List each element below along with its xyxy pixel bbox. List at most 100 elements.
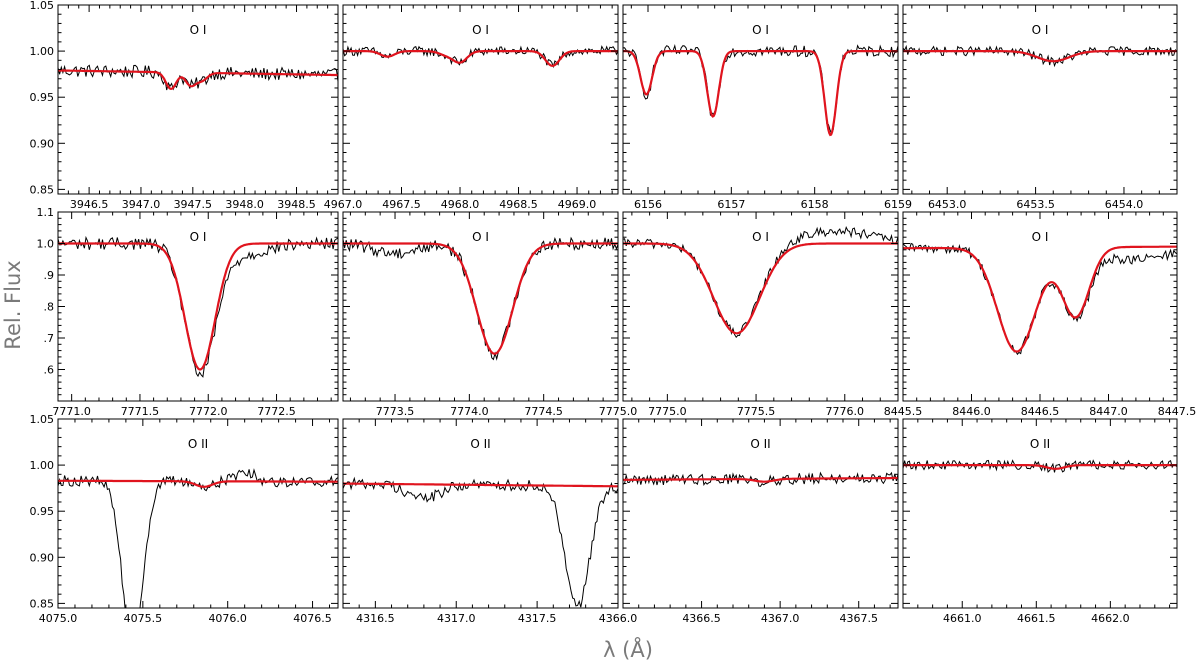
panel-title: O II [1030, 437, 1050, 451]
x-tick-label: 7775.5 [737, 405, 776, 418]
panel-title: O I [1032, 230, 1049, 244]
x-tick-label: 4367.0 [761, 612, 800, 625]
model-fit-line [903, 245, 1177, 353]
model-fit-line [343, 242, 618, 355]
panel-title: O I [1032, 23, 1049, 37]
model-fit-line [903, 49, 1177, 63]
y-tick-label: 1.00 [30, 459, 55, 472]
x-tick-label: 4317.5 [518, 612, 557, 625]
x-tick-label: 4317.0 [437, 612, 476, 625]
y-tick-label: 0.85 [30, 597, 55, 610]
model-fit-line [58, 69, 338, 91]
model-fit-line [903, 464, 1177, 470]
x-tick-label: 6453.5 [1016, 198, 1055, 211]
panel-frame [342, 418, 619, 609]
y-tick-label: 0.95 [30, 505, 55, 518]
x-tick-label: 4968.0 [441, 198, 480, 211]
observed-spectrum-line [343, 476, 618, 608]
x-tick-label: 3948.5 [277, 198, 316, 211]
x-tick-label: 3946.5 [70, 198, 109, 211]
panel-frame [57, 4, 339, 195]
y-tick-label: 0.90 [30, 551, 55, 564]
panel-title: O I [190, 230, 207, 244]
panel-title: O I [472, 230, 489, 244]
y-tick-label: 1.00 [30, 45, 55, 58]
x-tick-label: 4967.0 [324, 198, 363, 211]
y-tick-label: 0.95 [30, 91, 55, 104]
x-tick-label: 6453.0 [928, 198, 967, 211]
panel-frame [57, 418, 339, 609]
y-tick-label: 1.05 [30, 0, 55, 12]
y-tick-label: .7 [44, 332, 55, 345]
x-tick-label: 4075.5 [124, 612, 163, 625]
model-fit-line [623, 242, 898, 335]
x-tick-label: 4967.5 [382, 198, 421, 211]
panel-title: O I [752, 230, 769, 244]
y-tick-label: .9 [44, 269, 55, 282]
x-tick-label: 6454.0 [1105, 198, 1144, 211]
panel-frame [902, 4, 1178, 195]
y-axis-label: Rel. Flux [1, 260, 25, 349]
model-fit-line [343, 482, 618, 488]
model-fit-line [58, 479, 338, 488]
x-tick-label: 4316.5 [356, 612, 395, 625]
y-tick-label: .8 [44, 301, 55, 314]
x-axis-label: λ (Å) [603, 636, 653, 662]
x-tick-label: 7771.5 [121, 405, 160, 418]
x-tick-label: 4367.5 [839, 612, 878, 625]
panel-frame [902, 418, 1178, 609]
x-tick-label: 4969.0 [558, 198, 597, 211]
x-tick-label: 8445.5 [884, 405, 923, 418]
panel-frame [622, 418, 899, 609]
x-tick-label: 4366.0 [599, 612, 638, 625]
x-tick-label: 6158 [801, 198, 829, 211]
panel-title: O I [190, 23, 207, 37]
x-tick-label: 4662.0 [1091, 612, 1130, 625]
panel-title: O I [472, 23, 489, 37]
x-tick-label: 7774.0 [450, 405, 489, 418]
x-tick-label: 6159 [884, 198, 912, 211]
x-tick-label: 6157 [717, 198, 745, 211]
x-tick-label: 6156 [634, 198, 662, 211]
y-tick-label: 1.0 [37, 238, 55, 251]
x-tick-label: 4075.0 [39, 612, 78, 625]
x-tick-label: 7773.5 [376, 405, 415, 418]
panel-title: O II [750, 437, 770, 451]
x-tick-label: 8446.0 [952, 405, 991, 418]
model-fit-line [623, 49, 898, 137]
x-tick-label: 3948.0 [225, 198, 264, 211]
x-tick-label: 8447.5 [1158, 405, 1197, 418]
y-tick-label: 1.05 [30, 413, 55, 426]
x-tick-label: 7771.0 [52, 405, 91, 418]
y-tick-label: 1.1 [37, 206, 55, 219]
x-tick-label: 8447.0 [1089, 405, 1128, 418]
model-fit-line [343, 49, 618, 67]
model-fit-line [623, 476, 898, 483]
model-fit-line [58, 242, 338, 371]
x-tick-label: 7774.5 [524, 405, 563, 418]
x-tick-label: 7775.0 [599, 405, 638, 418]
observed-spectrum-line [58, 64, 338, 91]
observed-spectrum-line [623, 226, 898, 339]
x-tick-label: 4366.5 [682, 612, 721, 625]
x-tick-label: 4661.0 [943, 612, 982, 625]
x-tick-label: 4076.0 [208, 612, 247, 625]
x-tick-label: 7776.0 [826, 405, 865, 418]
panel-title: O I [752, 23, 769, 37]
observed-spectrum-line [343, 236, 618, 361]
panel-title: O II [470, 437, 490, 451]
x-tick-label: 7772.0 [189, 405, 228, 418]
x-tick-label: 7772.5 [257, 405, 296, 418]
x-tick-label: 4661.5 [1017, 612, 1056, 625]
x-tick-label: 4076.5 [293, 612, 332, 625]
y-tick-label: .6 [44, 364, 55, 377]
observed-spectrum-line [623, 43, 898, 136]
observed-spectrum-line [903, 459, 1177, 473]
x-tick-label: 4968.5 [499, 198, 538, 211]
panel-frame [342, 4, 619, 195]
y-tick-label: 0.85 [30, 183, 55, 196]
observed-spectrum-line [58, 235, 338, 378]
x-tick-label: 7775.0 [648, 405, 687, 418]
